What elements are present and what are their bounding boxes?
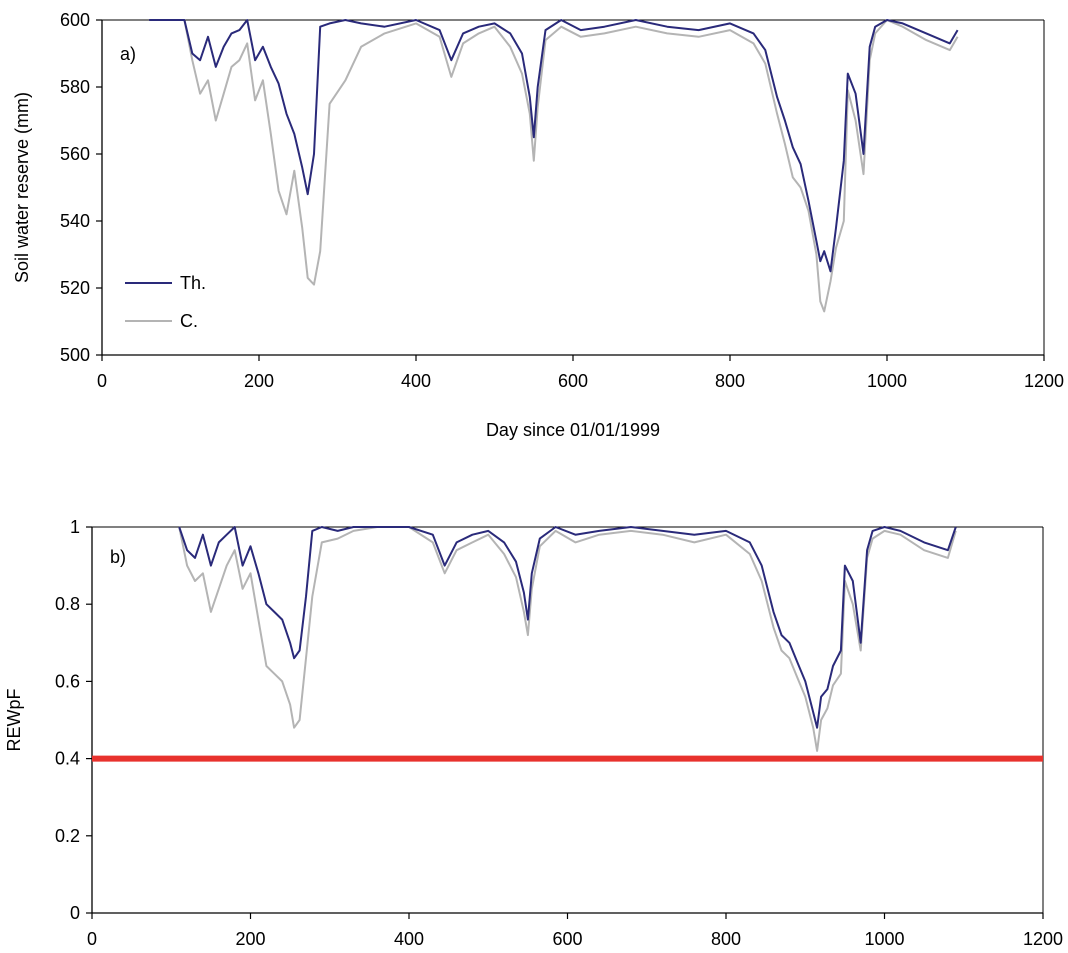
x-axis-label: Day since 01/01/1999 — [486, 420, 660, 440]
panel-label: b) — [110, 547, 126, 567]
legend-label: C. — [180, 311, 198, 331]
series-line-c — [149, 19, 959, 313]
y-tick-label: 0.6 — [55, 671, 80, 691]
y-tick-label: 600 — [60, 10, 90, 30]
x-tick-label: 0 — [97, 371, 107, 391]
y-axis-label: Soil water reserve (mm) — [12, 92, 32, 283]
x-tick-label: 800 — [715, 371, 745, 391]
x-tick-label: 200 — [235, 929, 265, 949]
x-tick-label: 400 — [401, 371, 431, 391]
y-tick-label: 0.8 — [55, 594, 80, 614]
x-tick-label: 1000 — [867, 371, 907, 391]
y-tick-label: 540 — [60, 211, 90, 231]
x-tick-label: 1000 — [864, 929, 904, 949]
y-tick-label: 580 — [60, 77, 90, 97]
y-tick-label: 500 — [60, 345, 90, 365]
series-line-th — [149, 19, 959, 273]
x-tick-label: 0 — [87, 929, 97, 949]
x-tick-label: 600 — [552, 929, 582, 949]
x-tick-label: 800 — [711, 929, 741, 949]
x-tick-label: 400 — [394, 929, 424, 949]
series-line-th — [178, 526, 957, 729]
panel-label: a) — [120, 44, 136, 64]
y-tick-label: 1 — [70, 517, 80, 537]
x-tick-label: 600 — [558, 371, 588, 391]
x-tick-label: 1200 — [1024, 371, 1064, 391]
legend-label: Th. — [180, 273, 206, 293]
x-tick-label: 200 — [244, 371, 274, 391]
y-tick-label: 560 — [60, 144, 90, 164]
y-axis-label: REWpF — [4, 688, 24, 751]
y-tick-label: 0.2 — [55, 826, 80, 846]
y-tick-label: 0 — [70, 903, 80, 923]
series-line-c — [178, 526, 957, 752]
y-tick-label: 0.4 — [55, 749, 80, 769]
y-tick-label: 520 — [60, 278, 90, 298]
x-tick-label: 1200 — [1023, 929, 1063, 949]
